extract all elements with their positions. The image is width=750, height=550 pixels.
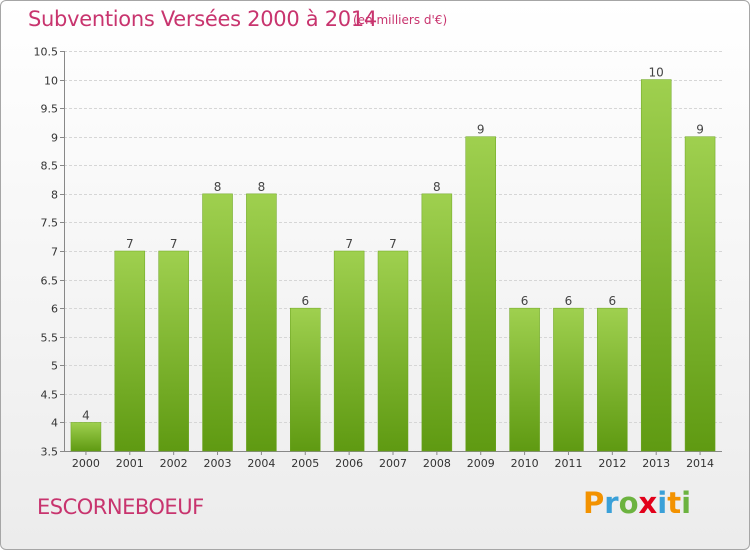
y-tick-label: 3.5 xyxy=(41,446,59,459)
y-tick-label: 9.5 xyxy=(41,103,59,116)
x-tick-label: 2014 xyxy=(686,457,714,470)
y-tick-label: 10.5 xyxy=(34,46,59,59)
x-tick-label: 2002 xyxy=(160,457,188,470)
bar-2012 xyxy=(597,307,628,452)
bar-2008 xyxy=(421,193,453,452)
x-tick-label: 2007 xyxy=(379,457,407,470)
y-tick-label: 10 xyxy=(44,75,58,88)
bar-2010 xyxy=(509,307,540,452)
logo-letter: P xyxy=(583,486,605,520)
x-tick-label: 2009 xyxy=(467,457,495,470)
y-tick-label: 7.5 xyxy=(41,217,59,230)
x-tick-label: 2010 xyxy=(511,457,539,470)
y-tick-label: 6 xyxy=(51,303,58,316)
chart-subtitle: (en milliers d'€) xyxy=(353,13,448,27)
x-tick-label: 2012 xyxy=(598,457,626,470)
x-tick-label: 2011 xyxy=(554,457,582,470)
logo-letter: i xyxy=(681,486,692,520)
bar-value-label: 6 xyxy=(565,294,573,308)
logo-letter: i xyxy=(657,486,668,520)
x-tick-label: 2005 xyxy=(291,457,319,470)
x-tick-label: 2001 xyxy=(116,457,144,470)
bar-value-label: 8 xyxy=(433,180,441,194)
bar-2001 xyxy=(114,250,146,452)
bar-value-label: 7 xyxy=(345,237,353,251)
bar-2004 xyxy=(246,193,277,452)
bar-value-label: 7 xyxy=(170,237,178,251)
x-tick-label: 2004 xyxy=(247,457,275,470)
y-tick-label: 8.5 xyxy=(41,160,59,173)
logo-letter: x xyxy=(638,486,658,520)
y-tick-label: 7 xyxy=(51,246,58,259)
x-tick-label: 2006 xyxy=(335,457,363,470)
logo-letter: t xyxy=(667,486,682,520)
bar-value-label: 9 xyxy=(696,123,704,137)
x-tick-label: 2008 xyxy=(423,457,451,470)
y-tick-label: 6.5 xyxy=(41,275,59,288)
bar-2006 xyxy=(333,250,365,452)
bar-2003 xyxy=(202,193,233,452)
bar-value-label: 6 xyxy=(301,294,309,308)
bar-value-label: 4 xyxy=(82,408,90,422)
bar-value-label: 7 xyxy=(126,237,134,251)
commune-name: ESCORNEBOEUF xyxy=(37,495,204,519)
bar-2007 xyxy=(377,250,409,452)
proxiti-logo: Proxiti xyxy=(583,486,691,520)
logo-letter: r xyxy=(604,486,619,520)
y-tick-label: 4.5 xyxy=(41,389,59,402)
bar-2011 xyxy=(553,307,584,452)
y-tick-label: 4 xyxy=(51,417,58,430)
bar-value-label: 6 xyxy=(521,294,529,308)
bar-2014 xyxy=(684,136,716,452)
y-tick-label: 9 xyxy=(51,132,58,145)
bar-2013 xyxy=(640,79,672,452)
bar-value-label: 6 xyxy=(609,294,617,308)
bar-2000 xyxy=(70,422,102,452)
bar-2009 xyxy=(465,136,496,452)
y-tick-label: 5.5 xyxy=(41,332,59,345)
bar-2002 xyxy=(158,250,189,452)
logo-letter: o xyxy=(618,486,639,520)
bar-value-label: 8 xyxy=(214,180,222,194)
y-tick-label: 8 xyxy=(51,189,58,202)
y-tick-label: 5 xyxy=(51,360,58,373)
chart-title: Subventions Versées 2000 à 2014 xyxy=(28,7,377,31)
bar-value-label: 8 xyxy=(258,180,266,194)
bar-2005 xyxy=(290,307,321,452)
bar-value-label: 7 xyxy=(389,237,397,251)
x-tick-label: 2000 xyxy=(72,457,100,470)
bar-value-label: 10 xyxy=(649,66,664,80)
x-tick-label: 2003 xyxy=(204,457,232,470)
bar-value-label: 9 xyxy=(477,123,485,137)
x-tick-label: 2013 xyxy=(642,457,670,470)
